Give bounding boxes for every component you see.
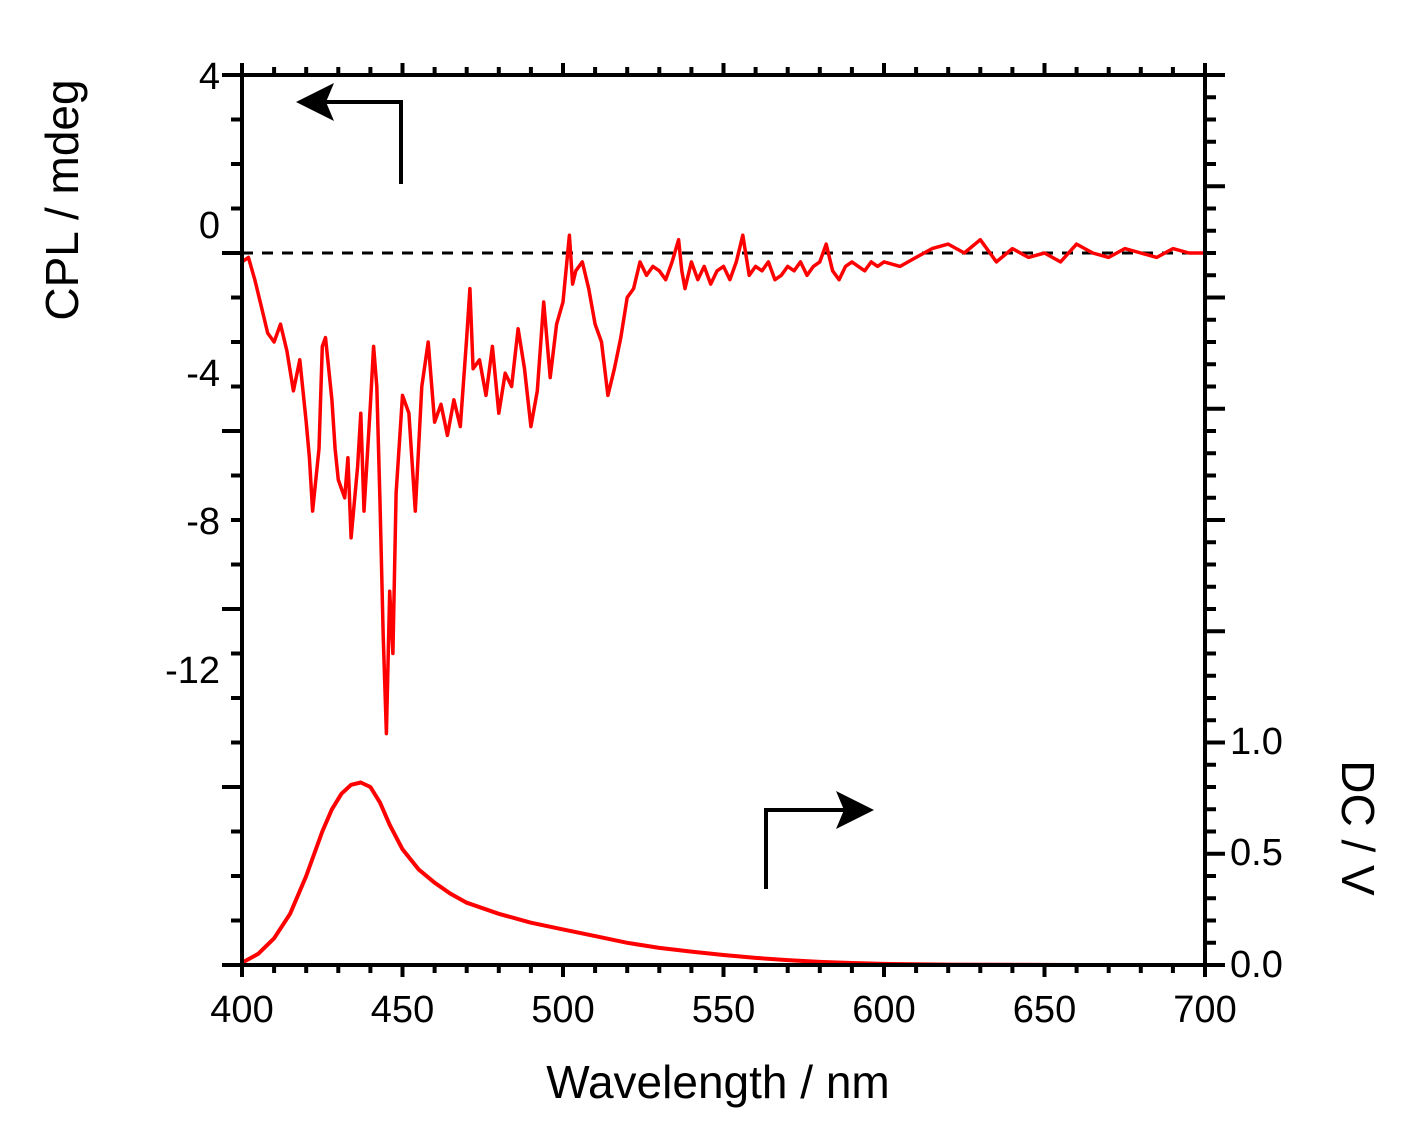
x-tick-label: 400 xyxy=(210,989,273,1031)
left-axis-arrow xyxy=(296,83,403,184)
x-tick-labels: 400 450 500 550 600 650 700 xyxy=(210,989,1236,1031)
right-axis-arrow xyxy=(764,791,874,889)
x-axis-title: Wavelength / nm xyxy=(546,1056,889,1108)
x-tick-label: 650 xyxy=(1013,989,1076,1031)
dc-series-line xyxy=(241,780,1205,967)
x-tick-label: 700 xyxy=(1173,989,1236,1031)
y-left-tick-label: 0 xyxy=(199,205,220,247)
y-right-tick-label: 0.0 xyxy=(1230,944,1283,986)
x-tick-label: 500 xyxy=(531,989,594,1031)
cpl-series-line xyxy=(240,233,1205,736)
y-left-tick-label: -4 xyxy=(186,353,220,395)
y-right-axis-title: DC / V xyxy=(1332,760,1384,896)
y-left-tick-labels: 4 0 -4 -8 -12 xyxy=(165,56,220,692)
x-tick-label: 600 xyxy=(852,989,915,1031)
y-left-tick-label: -12 xyxy=(165,650,220,692)
y-right-tick-label: 0.5 xyxy=(1230,832,1283,874)
axis-ticks xyxy=(222,63,1225,977)
plot-frame xyxy=(240,73,1207,967)
x-tick-label: 450 xyxy=(371,989,434,1031)
y-right-tick-labels: 1.0 0.5 0.0 xyxy=(1230,721,1283,986)
y-left-tick-label: 4 xyxy=(199,56,220,98)
y-left-axis-title: CPL / mdeg xyxy=(36,79,88,320)
y-right-tick-label: 1.0 xyxy=(1230,721,1283,763)
y-left-tick-label: -8 xyxy=(186,501,220,543)
x-tick-label: 550 xyxy=(692,989,755,1031)
